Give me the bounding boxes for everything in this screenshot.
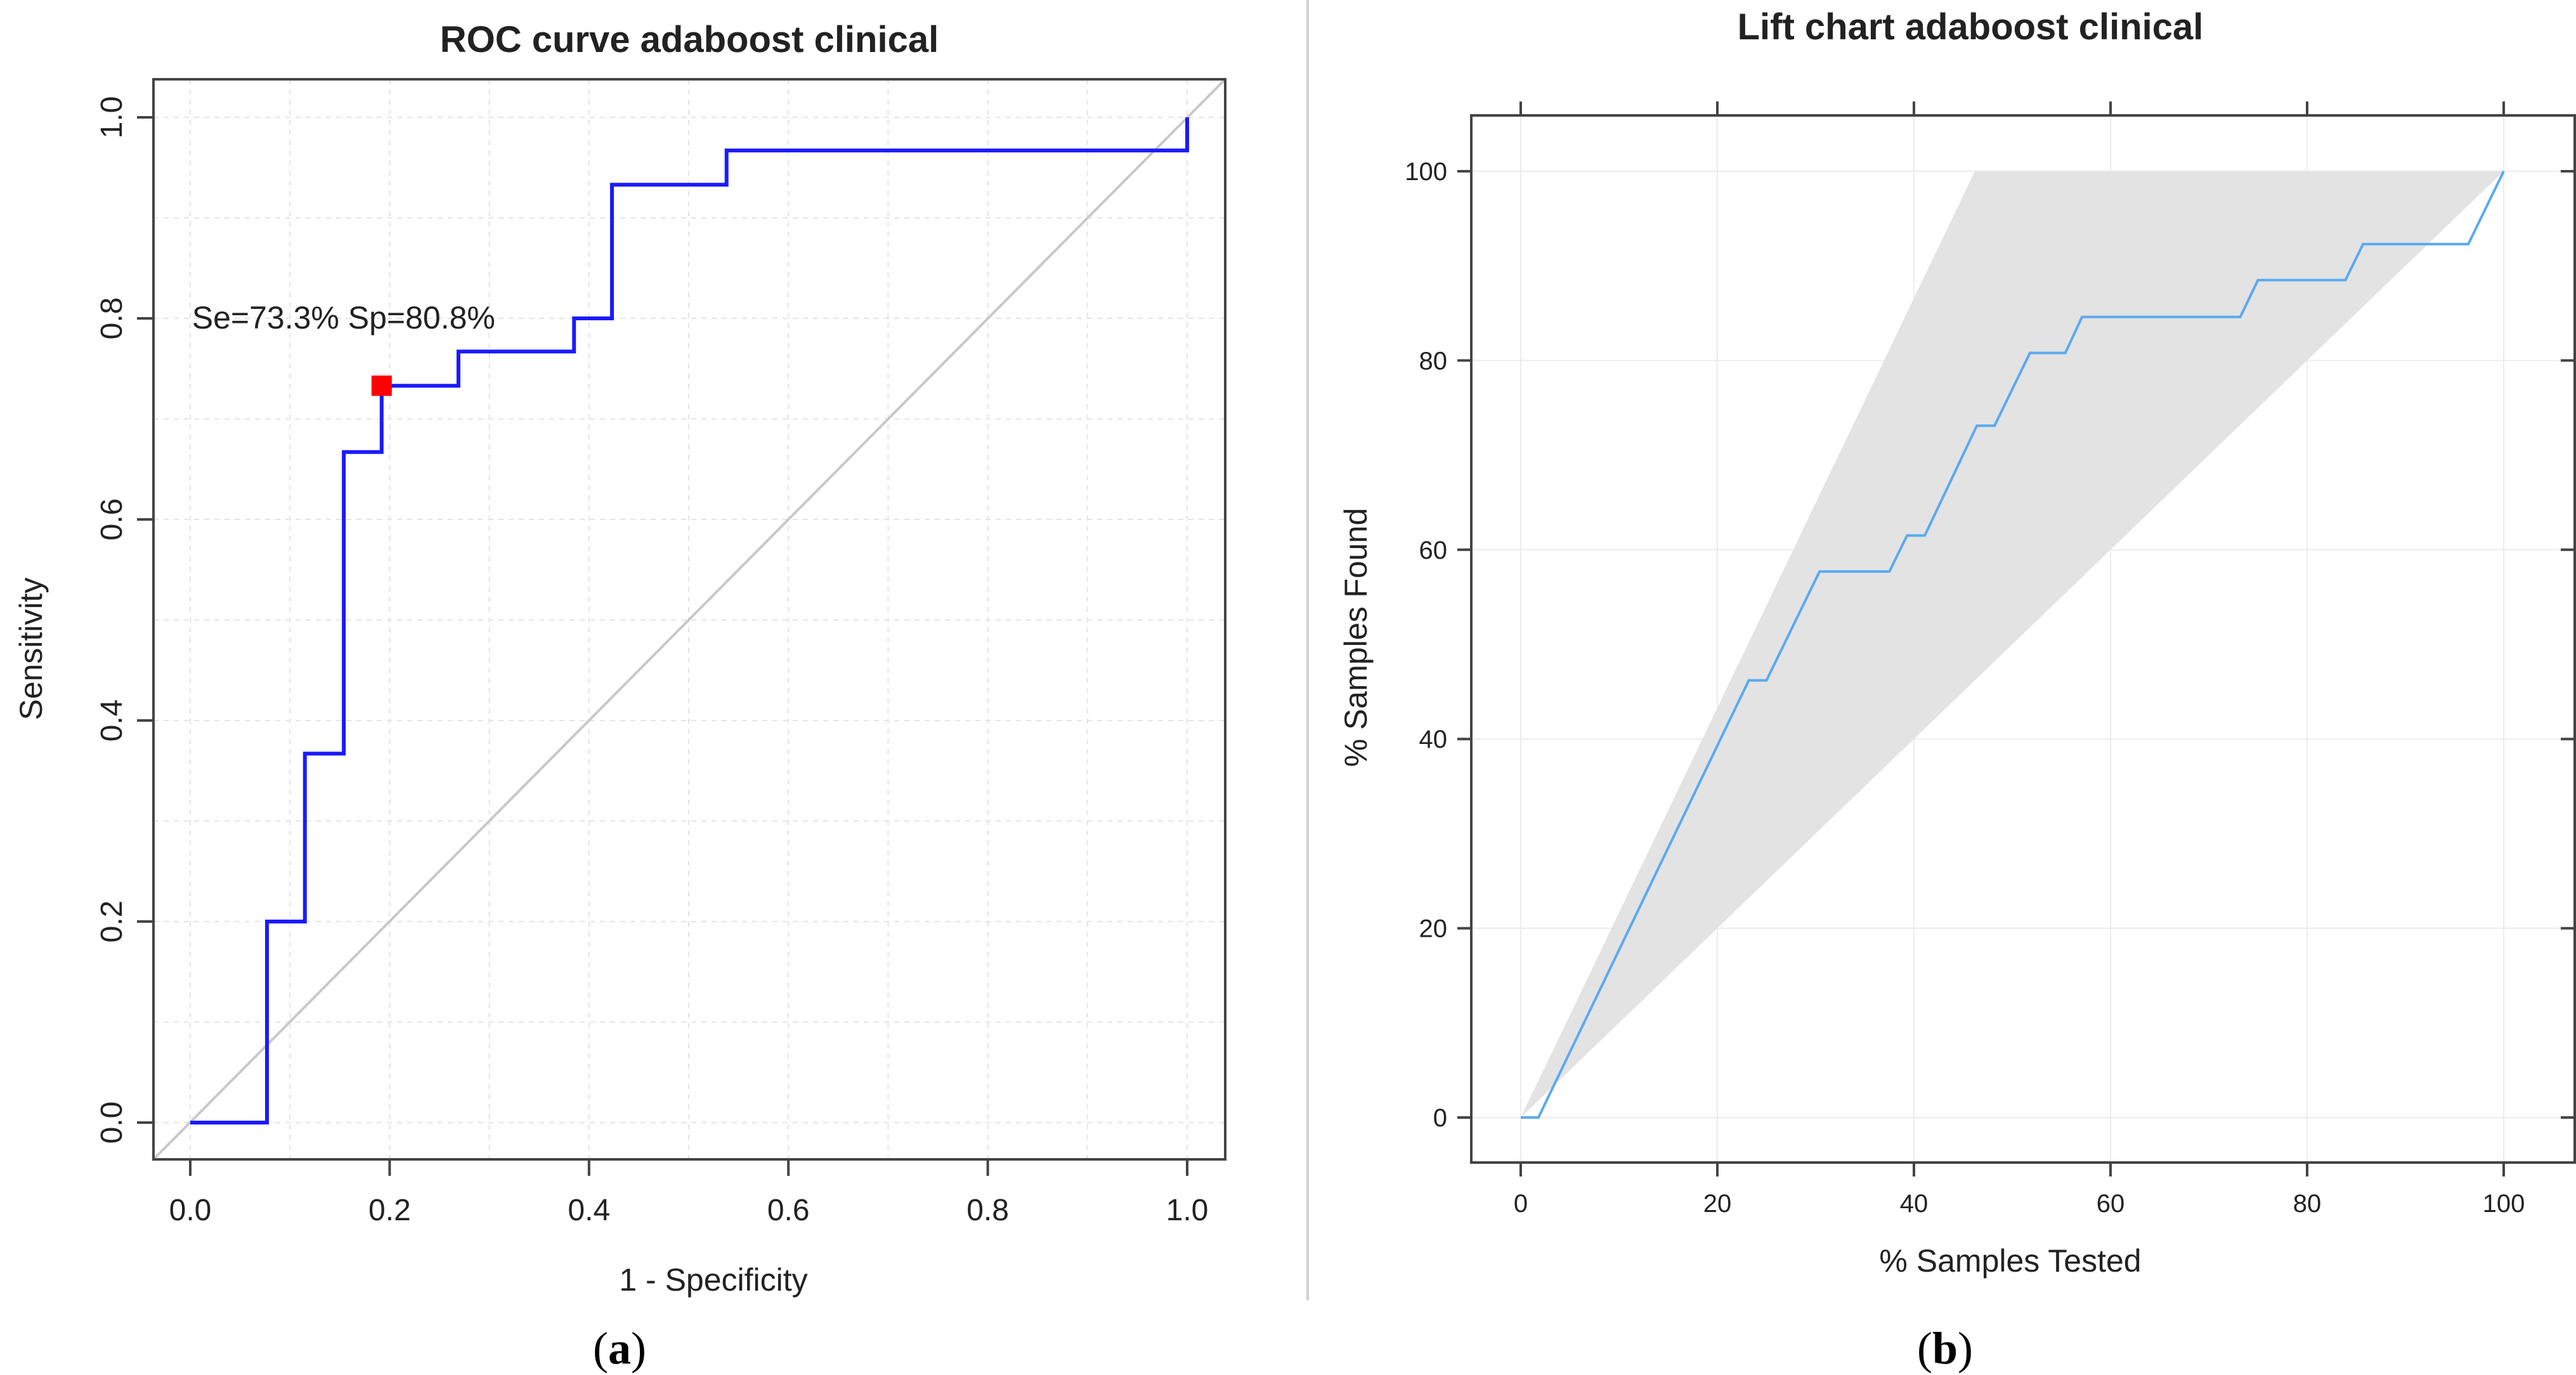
roc-x-tick-label: 0.0 — [169, 1194, 212, 1227]
panel-label-a: (a) — [593, 1323, 646, 1374]
lift-x-tick-label: 100 — [2483, 1190, 2525, 1218]
roc-annotation: Se=73.3% Sp=80.8% — [192, 300, 495, 336]
roc-x-tick-label: 0.8 — [966, 1194, 1009, 1227]
panel-label-b-close: ) — [1958, 1323, 1973, 1374]
lift-band — [1521, 171, 2504, 1118]
panel-label-a-open: ( — [593, 1323, 608, 1374]
lift-curve-line — [1521, 171, 2505, 1119]
roc-y-tick-label: 0.2 — [95, 901, 129, 943]
lift-x-tick-label: 80 — [2293, 1190, 2322, 1218]
lift-y-axis-label: % Samples Found — [1338, 508, 1374, 767]
roc-curve-line — [190, 117, 1189, 1124]
roc-title: ROC curve adaboost clinical — [440, 19, 939, 60]
lift-y-tick-label: 100 — [1405, 158, 1447, 186]
panel-label-a-close: ) — [631, 1323, 646, 1374]
lift-y-tick-label: 60 — [1419, 537, 1448, 564]
lift-title: Lift chart adaboost clinical — [1738, 6, 2204, 48]
panel-label-b-letter: b — [1932, 1323, 1958, 1374]
roc-y-tick-label: 0.6 — [95, 499, 129, 541]
lift-y-tick-label: 40 — [1419, 726, 1448, 753]
lift-x-axis-label: % Samples Tested — [1879, 1243, 2141, 1279]
panel-label-b: (b) — [1917, 1323, 1973, 1374]
roc-x-tick-label: 1.0 — [1166, 1194, 1209, 1227]
roc-plot-frame — [152, 78, 1226, 1161]
roc-y-axis: 0.0 0.2 0.4 0.6 0.8 1.0 — [95, 96, 153, 1144]
panel-label-b-open: ( — [1917, 1323, 1932, 1374]
lift-top-ticks — [1519, 101, 2505, 115]
roc-panel: Se=73.3% Sp=80.8% 0.0 0.2 0.4 0.6 0.8 1.0 0.0… — [13, 19, 1226, 1374]
roc-x-axis-label: 1 - Specificity — [619, 1262, 807, 1298]
roc-y-axis-label: Sensitivity — [13, 577, 49, 720]
lift-x-tick-label: 40 — [1900, 1190, 1929, 1218]
roc-y-tick-label: 0.0 — [95, 1102, 129, 1144]
roc-y-tick-label: 0.4 — [95, 700, 129, 742]
roc-x-tick-label: 0.4 — [568, 1194, 610, 1227]
lift-y-axis: 0 20 40 60 80 100 — [1405, 158, 1471, 1132]
roc-x-axis: 0.0 0.2 0.4 0.6 0.8 1.0 — [169, 1159, 1209, 1227]
roc-x-tick-label: 0.6 — [767, 1194, 810, 1227]
roc-y-tick-label: 1.0 — [95, 96, 129, 139]
roc-y-tick-label: 0.8 — [95, 297, 129, 340]
roc-reference-line — [151, 78, 1226, 1162]
lift-y-tick-label: 80 — [1419, 347, 1448, 375]
panel-label-a-letter: a — [608, 1323, 631, 1374]
lift-x-tick-label: 60 — [2097, 1190, 2125, 1218]
lift-right-ticks — [2561, 170, 2575, 1119]
lift-y-tick-label: 20 — [1419, 915, 1448, 943]
lift-panel: 0 20 40 60 80 100 0 20 40 60 80 100 Lift chart ada… — [1338, 6, 2576, 1374]
roc-grid — [153, 79, 1225, 1159]
lift-x-tick-label: 20 — [1703, 1190, 1732, 1218]
lift-x-axis: 0 20 40 60 80 100 — [1514, 1163, 2525, 1218]
lift-plot-frame — [1470, 114, 2576, 1164]
lift-x-tick-label: 0 — [1514, 1190, 1528, 1218]
roc-x-tick-label: 0.2 — [368, 1194, 411, 1227]
lift-y-tick-label: 0 — [1433, 1104, 1447, 1132]
roc-optimal-point — [371, 375, 392, 396]
